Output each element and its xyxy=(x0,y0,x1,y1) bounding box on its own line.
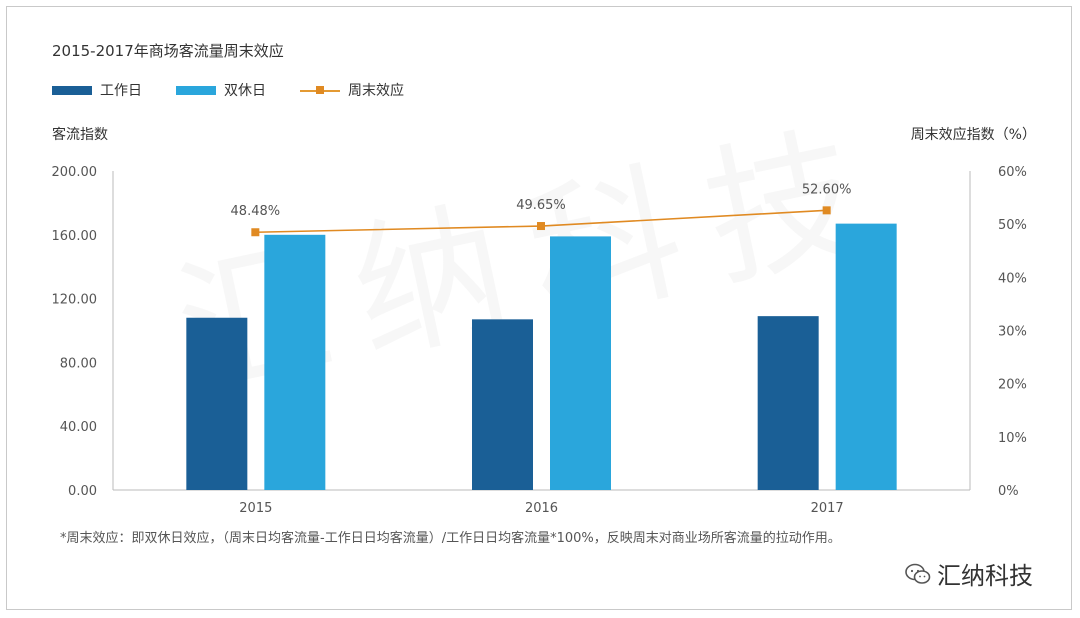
y-tick-label: 200.00 xyxy=(52,165,98,180)
weekend-effect-label: 48.48% xyxy=(231,204,281,219)
bar-weekday xyxy=(186,317,248,490)
bar-weekday xyxy=(757,316,819,490)
y2-tick-label: 0% xyxy=(998,484,1019,499)
legend: 工作日 双休日 周末效应 xyxy=(52,80,438,100)
y-axis-title: 客流指数 xyxy=(52,127,108,143)
legend-swatch-weekday xyxy=(52,85,92,95)
weekend-effect-point xyxy=(537,222,545,231)
bar-weekday xyxy=(472,319,533,490)
y2-tick-label: 50% xyxy=(998,218,1027,233)
legend-item-weekend: 双休日 xyxy=(176,80,266,100)
weekend-effect-label: 52.60% xyxy=(802,182,852,197)
y2-tick-label: 10% xyxy=(998,431,1027,446)
weekend-effect-point xyxy=(822,206,831,215)
y-tick-label: 160.00 xyxy=(52,229,98,244)
bar-weekend xyxy=(835,223,897,490)
bar-weekend xyxy=(264,234,326,490)
weekend-effect-point xyxy=(251,228,260,237)
legend-label-weekend: 双休日 xyxy=(224,83,266,99)
bar-weekend xyxy=(550,236,611,490)
y-tick-label: 120.00 xyxy=(52,293,98,308)
wechat-icon xyxy=(905,563,931,584)
chart-title: 2015-2017年商场客流量周末效应 xyxy=(52,42,284,60)
legend-swatch-weekend xyxy=(176,85,216,95)
y2-tick-label: 40% xyxy=(998,271,1027,286)
y2-tick-label: 30% xyxy=(998,325,1027,340)
brand-watermark-text: 汇纳科技 xyxy=(937,562,1033,590)
legend-label-weekend-effect: 周末效应 xyxy=(348,83,404,99)
legend-label-weekday: 工作日 xyxy=(100,83,142,99)
legend-item-weekday: 工作日 xyxy=(52,80,142,100)
y2-tick-label: 60% xyxy=(998,165,1027,180)
y2-axis-title: 周末效应指数（%） xyxy=(910,127,1036,143)
y2-tick-label: 20% xyxy=(998,378,1027,393)
legend-item-weekend-effect: 周末效应 xyxy=(300,80,404,100)
weekend-effect-label: 49.65% xyxy=(516,198,566,213)
x-tick-label: 2015 xyxy=(239,501,272,516)
x-tick-label: 2017 xyxy=(811,501,844,516)
y-tick-label: 40.00 xyxy=(60,420,97,435)
x-tick-label: 2016 xyxy=(525,501,558,516)
y-tick-label: 80.00 xyxy=(60,356,97,371)
legend-swatch-weekend-effect xyxy=(300,85,340,95)
brand-watermark: 汇纳科技 xyxy=(905,556,1033,591)
y-tick-label: 0.00 xyxy=(68,484,97,499)
footnote: *周末效应：即双休日效应，（周末日均客流量-工作日日均客流量）/工作日日均客流量… xyxy=(60,531,841,546)
